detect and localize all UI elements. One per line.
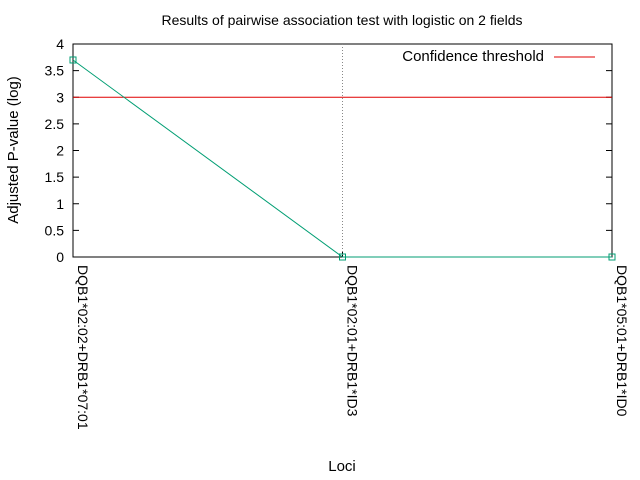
chart-title: Results of pairwise association test wit… (161, 12, 522, 28)
x-tick-label: DQB1*02:01+DRB1*ID3 (345, 265, 361, 417)
x-axis-label: Loci (328, 458, 356, 475)
plot-frame (72, 43, 613, 258)
data-point (69, 56, 77, 64)
y-tick-label: 2.5 (45, 116, 65, 132)
y-tick-label: 1 (56, 196, 64, 212)
x-tick-label: DQB1*02:02+DRB1*07:01 (75, 265, 91, 430)
y-tick-label: 0.5 (45, 222, 65, 238)
y-axis-label: Adjusted P-value (log) (5, 76, 22, 224)
x-axis: DQB1*02:02+DRB1*07:01 DQB1*02:01+DRB1*ID3… (72, 44, 630, 430)
y-tick-label: 2 (56, 143, 64, 159)
y-tick-label: 1.5 (45, 169, 65, 185)
data-point (339, 253, 346, 261)
plot-area (69, 56, 616, 261)
y-tick-label: 3 (56, 89, 64, 105)
y-axis: 0 0.5 1 1.5 2 2.5 3 3.5 4 (45, 36, 612, 265)
series-line (72, 59, 612, 258)
data-point (608, 253, 616, 261)
x-tick-label: DQB1*05:01+DRB1*ID0 (614, 265, 630, 417)
y-tick-label: 4 (56, 36, 64, 52)
legend-label-threshold: Confidence threshold (402, 48, 544, 65)
legend: Confidence threshold (402, 48, 595, 65)
y-tick-label: 0 (56, 249, 64, 265)
y-tick-label: 3.5 (45, 63, 65, 79)
